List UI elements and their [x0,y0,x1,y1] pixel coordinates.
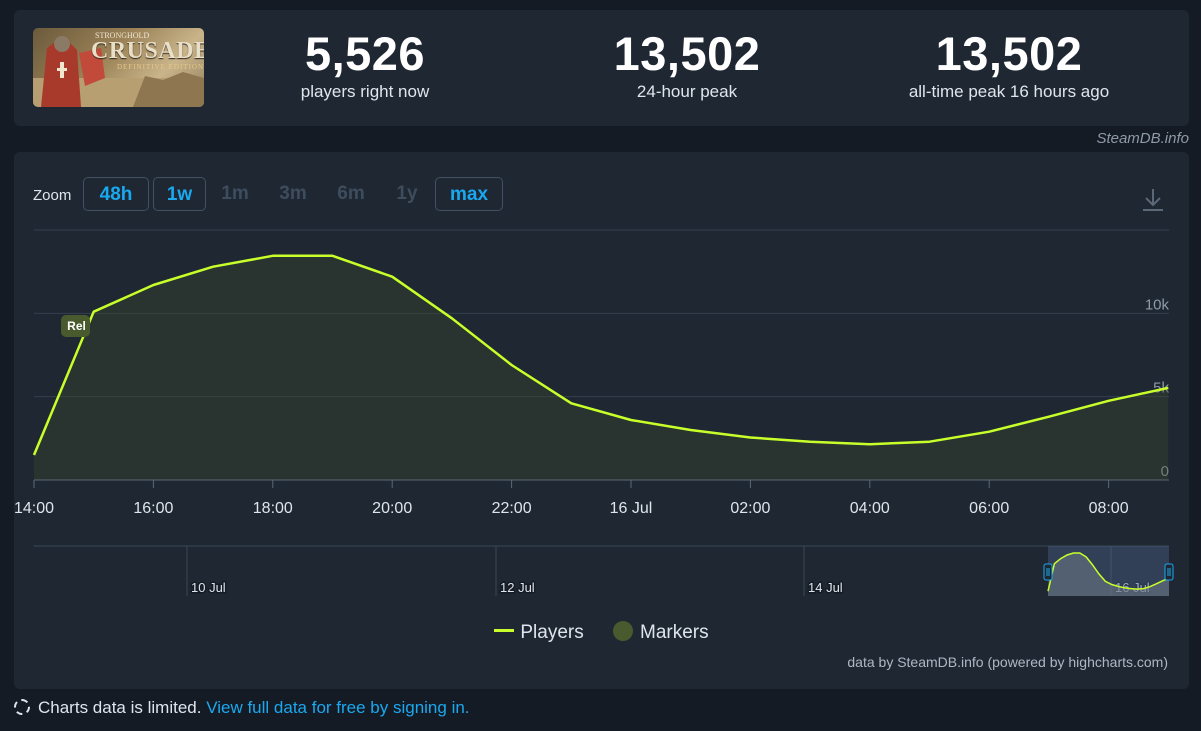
limited-data-text: Charts data is limited. [38,698,202,717]
navigator-date-label: 12 Jul [500,580,535,595]
game-logo-edition: DEFINITIVE EDITION [117,63,204,71]
navigator-line [1047,552,1170,592]
x-tick-label: 04:00 [850,500,890,517]
crusader-knight-art [33,36,204,107]
stats-panel: STRONGHOLD CRUSADER DEFINITIVE EDITION 5… [14,10,1189,126]
download-icon[interactable] [1141,187,1165,213]
release-marker[interactable]: Rel [61,315,90,337]
day-peak-label: 24-hour peak [636,82,738,101]
chart-legend: Players Markers [14,620,1189,644]
navigator-left-handle[interactable] [1043,563,1053,581]
y-tick-label: 10k [1145,296,1170,313]
zoom-max-button[interactable]: max [435,177,503,211]
x-tick-label: 16:00 [133,500,173,517]
zoom-48h-button[interactable]: 48h [83,177,149,211]
zoom-1w-button[interactable]: 1w [153,177,206,211]
navigator-date-label: 10 Jul [191,580,226,595]
limited-data-notice: Charts data is limited. View full data f… [14,698,470,718]
navigator[interactable]: 10 Jul 12 Jul 14 Jul 16 Jul [34,545,1174,597]
x-tick-label: 18:00 [253,500,293,517]
zoom-6m-button[interactable]: 6m [337,183,365,204]
x-tick-label: 02:00 [730,500,770,517]
zoom-label: Zoom [33,187,72,204]
players-line-icon [494,629,515,633]
x-tick-label: 20:00 [372,500,412,517]
day-peak-stat: 13,502 24-hour peak [594,28,780,102]
day-peak-value: 13,502 [613,27,761,80]
sign-in-link[interactable]: View full data for free by signing in. [206,698,470,717]
y-tick-label: 0 [1161,463,1169,480]
x-axis-ticks: 14:00 16:00 18:00 20:00 22:00 16 Jul 02:00 04:0… [14,479,1169,517]
legend-markers-label: Markers [640,622,709,643]
current-players-label: players right now [300,82,430,101]
x-tick-label: 22:00 [492,500,532,517]
steamdb-credit[interactable]: SteamDB.info [1096,130,1189,147]
x-tick-label: 06:00 [969,500,1009,517]
legend-players[interactable]: Players [494,622,584,644]
all-time-peak-value: 13,502 [935,27,1083,80]
navigator-date-label: 14 Jul [808,580,843,595]
zoom-3m-button[interactable]: 3m [279,183,307,204]
navigator-area [1048,553,1169,596]
zoom-1m-button[interactable]: 1m [221,183,249,204]
chart-panel: Zoom 48h 1w 1m 3m 6m 1y max 0 5k 10k 14:00… [14,152,1189,689]
loading-dashed-circle-icon [14,698,30,715]
all-time-peak-label: all-time peak 16 hours ago [908,82,1110,101]
x-tick-label: 14:00 [14,500,54,517]
legend-markers[interactable]: Markers [613,620,709,644]
x-tick-label: 16 Jul [610,500,653,517]
game-cover-image[interactable]: STRONGHOLD CRUSADER DEFINITIVE EDITION [33,28,204,107]
highcharts-credit[interactable]: data by SteamDB.info (powered by highcha… [847,654,1168,670]
current-players-value: 5,526 [304,27,426,80]
handle-grip-icon [1043,563,1053,581]
navigator-right-handle[interactable] [1164,563,1174,581]
game-logo-top: STRONGHOLD [95,31,150,40]
current-players-stat: 5,526 players right now [284,28,446,102]
markers-dot-icon [613,620,633,641]
x-tick-label: 08:00 [1089,500,1129,517]
players-line[interactable] [32,254,1169,456]
zoom-1y-button[interactable]: 1y [396,183,418,204]
players-area-fill [34,255,1169,480]
legend-players-label: Players [520,622,584,643]
handle-grip-icon [1164,563,1174,581]
all-time-peak-stat: 13,502 all-time peak 16 hours ago [894,28,1124,102]
game-logo-title: CRUSADER [91,38,204,64]
